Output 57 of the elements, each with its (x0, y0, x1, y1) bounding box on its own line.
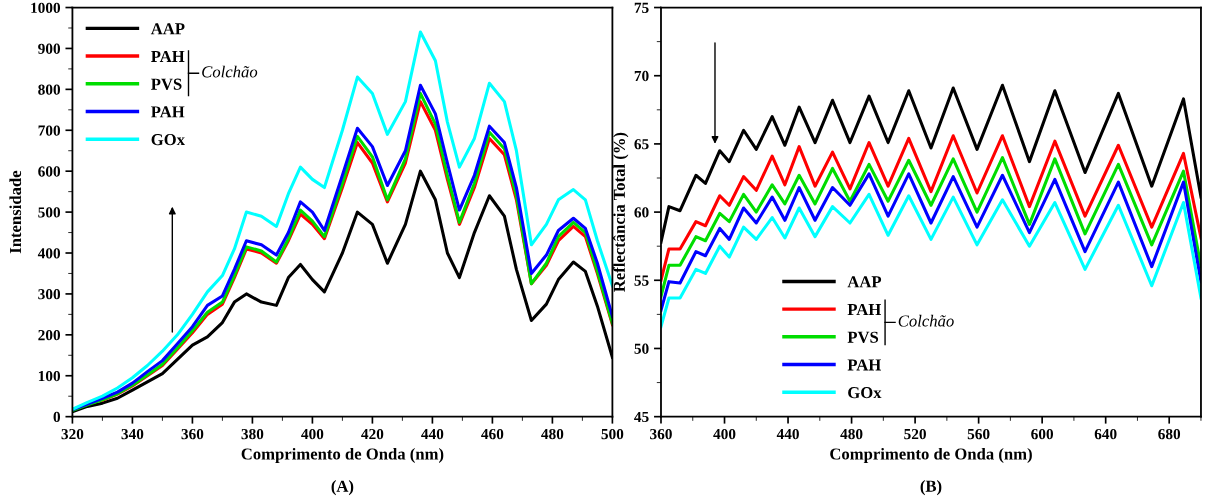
x-tick-label: 400 (713, 428, 736, 440)
y-tick-label: 400 (37, 248, 61, 259)
legend-label: PAH (847, 359, 881, 371)
x-tick-label: 440 (776, 428, 799, 440)
y-tick-label: 200 (38, 329, 61, 341)
y-tick-label: 65 (634, 139, 649, 150)
y-tick-label: 500 (38, 207, 61, 218)
x-tick-label: 480 (840, 428, 863, 440)
legend-label: AAP (150, 23, 185, 35)
x-tick-label: 440 (421, 428, 444, 440)
legend-label: PAH (151, 50, 185, 62)
x-tick-label: 400 (301, 428, 324, 440)
line-series (660, 192, 1201, 329)
x-tick-label: 360 (181, 428, 204, 440)
x-tick-label: 360 (650, 428, 672, 440)
legend-label: AAP (847, 276, 882, 288)
y-tick-label: 700 (38, 125, 61, 136)
legend-label: PAH (151, 106, 185, 118)
x-tick-label: 680 (1158, 428, 1181, 440)
x-tick-label: 560 (967, 428, 990, 440)
line-series (660, 156, 1201, 299)
legend-label: PAH (847, 303, 881, 315)
y-axis-title: Intensidade (9, 170, 22, 254)
y-tick-label: 70 (634, 70, 649, 82)
legend-label: PVS (847, 331, 879, 343)
y-tick-label: 900 (38, 43, 61, 54)
text: (B) (920, 480, 942, 496)
y-tick-label: 55 (634, 275, 649, 286)
legend-label: PVS (151, 78, 182, 90)
x-tick-label: 480 (541, 428, 564, 440)
x-tick-label: 500 (601, 428, 624, 440)
annotation: Colchão (898, 314, 954, 327)
text: (A) (331, 480, 354, 496)
x-tick-label: 340 (121, 428, 144, 440)
x-tick-label: 600 (1031, 428, 1054, 440)
y-axis-title: Reflectância Total (%) (613, 132, 629, 292)
x-tick-label: 320 (61, 428, 84, 440)
x-axis-title: Comprimento de Onda (nm) (830, 447, 1032, 463)
annotation: Colchão (202, 65, 258, 78)
legend-label: GOx (151, 134, 185, 146)
legend-label: GOx (848, 387, 882, 399)
x-axis-title: Comprimento de Onda (nm) (241, 447, 444, 463)
y-tick-label: 0 (53, 411, 61, 423)
y-tick-label: 100 (38, 370, 61, 382)
y-tick-label: 300 (38, 289, 61, 300)
y-tick-label: 800 (38, 84, 61, 95)
y-tick-label: 75 (634, 2, 649, 13)
x-tick-label: 640 (1094, 428, 1117, 440)
x-tick-label: 520 (904, 428, 926, 440)
x-tick-label: 420 (361, 428, 384, 440)
y-tick-label: 1000 (31, 2, 61, 13)
x-tick-label: 460 (481, 428, 504, 440)
y-tick-label: 45 (634, 411, 649, 423)
y-tick-label: 600 (38, 166, 61, 177)
y-tick-label: 50 (634, 343, 649, 354)
x-tick-label: 380 (241, 428, 264, 440)
y-tick-label: 60 (634, 207, 649, 218)
